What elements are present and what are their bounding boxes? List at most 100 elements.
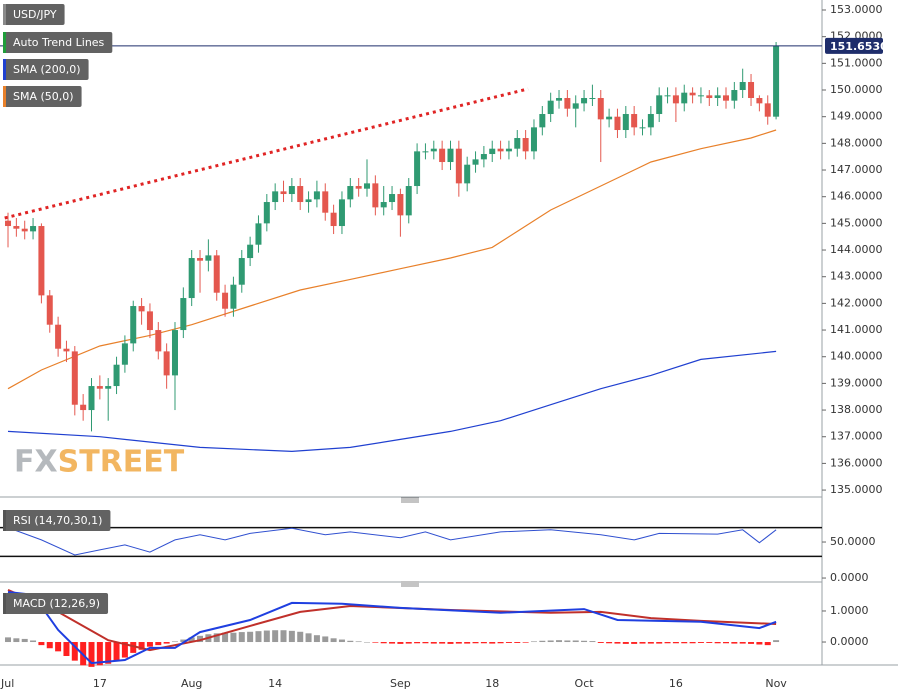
histogram-bar [380, 642, 387, 644]
candle-body [522, 138, 529, 152]
histogram-bar [647, 642, 654, 644]
y-tick-label: 1.0000 [830, 604, 869, 617]
histogram-bar [464, 642, 471, 644]
candle-body [171, 330, 178, 376]
candle-body [422, 151, 429, 153]
y-tick-label: 147.0000 [830, 163, 883, 176]
histogram-bar [30, 640, 37, 643]
legend-label[interactable]: MACD (12,26,9) [13, 597, 100, 610]
candle-body [263, 202, 270, 224]
y-tick-label: 140.0000 [830, 350, 883, 363]
candle-body [322, 191, 329, 213]
candle-body [288, 186, 295, 195]
candle-body [397, 194, 404, 216]
candle-body [213, 255, 220, 293]
histogram-bar [338, 639, 345, 643]
histogram-bar [280, 630, 287, 643]
legend-label[interactable]: USD/JPY [13, 8, 57, 21]
histogram-bar [247, 631, 254, 643]
histogram-bar [197, 635, 204, 643]
y-tick-label: 136.0000 [830, 456, 883, 469]
legend-swatch [3, 59, 6, 80]
x-tick-label: 16 [669, 677, 683, 690]
histogram-bar [480, 642, 487, 644]
histogram-bar [188, 637, 195, 643]
candle-body [121, 343, 128, 365]
y-tick-label: 0.0000 [830, 635, 869, 648]
candle-body [681, 92, 688, 104]
candle-body [255, 223, 262, 245]
candle-body [597, 98, 604, 120]
candle-body [138, 306, 145, 312]
legend-box[interactable] [3, 59, 89, 80]
candle-body [614, 116, 621, 131]
legend-swatch [3, 593, 6, 614]
legend-label[interactable]: RSI (14,70,30,1) [13, 514, 102, 527]
histogram-bar [539, 640, 546, 643]
histogram-bar [430, 642, 437, 644]
candle-body [722, 95, 729, 101]
candle-body [497, 148, 504, 152]
candle-body [489, 148, 496, 155]
histogram-bar [255, 631, 262, 643]
candle-body [514, 138, 521, 149]
candle-body [405, 186, 412, 216]
histogram-bar [764, 642, 771, 646]
histogram-bar [238, 632, 245, 643]
histogram-bar [88, 642, 95, 667]
candle-body [439, 148, 446, 163]
y-tick-label: 143.0000 [830, 270, 883, 283]
histogram-bar [656, 642, 663, 644]
candle-body [756, 98, 763, 104]
resize-grip[interactable] [401, 581, 419, 587]
histogram-bar [597, 642, 604, 643]
y-tick-label: 153.0000 [830, 3, 883, 16]
y-tick-label: 150.0000 [830, 83, 883, 96]
histogram-bar [121, 642, 128, 658]
histogram-bar [21, 638, 28, 643]
histogram-bar [556, 640, 563, 643]
watermark: FX [14, 445, 58, 480]
legend-box[interactable] [3, 86, 82, 107]
candle-body [656, 95, 663, 115]
histogram-bar [180, 639, 187, 643]
legend-box[interactable] [3, 4, 65, 25]
x-tick-label: Sep [390, 677, 411, 690]
legend-swatch [3, 4, 6, 25]
legend-label[interactable]: SMA (200,0) [13, 63, 81, 76]
candle-body [38, 226, 45, 296]
histogram-bar [606, 642, 613, 644]
candle-body [773, 46, 780, 117]
legend-label[interactable]: SMA (50,0) [13, 90, 74, 103]
histogram-bar [564, 640, 571, 643]
histogram-bar [55, 642, 62, 652]
histogram-bar [322, 636, 329, 643]
histogram-bar [773, 640, 780, 643]
candle-body [205, 255, 212, 261]
candle-body [13, 226, 20, 229]
legend-box[interactable] [3, 32, 113, 53]
candle-body [347, 186, 354, 200]
candle-body [664, 95, 671, 97]
candle-body [130, 306, 137, 344]
histogram-bar [439, 642, 446, 644]
candle-body [714, 95, 721, 99]
histogram-bar [330, 638, 337, 643]
histogram-bar [697, 642, 704, 643]
legend-box[interactable] [3, 510, 111, 531]
histogram-bar [672, 642, 679, 644]
histogram-bar [5, 637, 12, 643]
legend-label[interactable]: Auto Trend Lines [13, 36, 105, 49]
histogram-bar [222, 632, 229, 643]
candle-body [631, 114, 638, 128]
candle-body [21, 228, 28, 232]
legend-box[interactable] [3, 593, 109, 614]
histogram-bar [722, 642, 729, 644]
x-tick-label: 18 [485, 677, 499, 690]
candle-body [706, 95, 713, 99]
resize-grip[interactable] [401, 497, 419, 503]
candle-body [639, 127, 646, 129]
line [4, 87, 529, 220]
